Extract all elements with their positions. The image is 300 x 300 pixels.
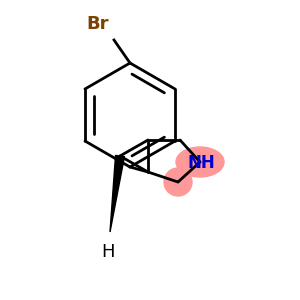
Text: H: H <box>101 243 115 261</box>
Circle shape <box>164 168 192 196</box>
Text: NH: NH <box>187 154 215 172</box>
Ellipse shape <box>176 147 224 177</box>
Text: Br: Br <box>87 15 109 33</box>
Polygon shape <box>110 155 124 232</box>
